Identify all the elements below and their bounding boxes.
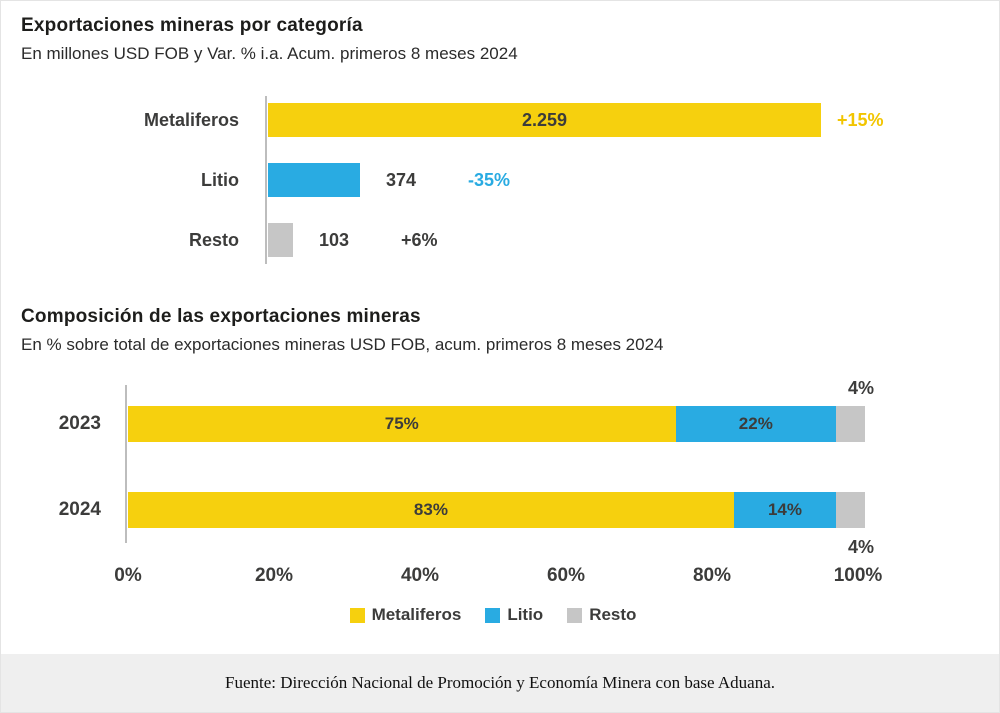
tick-label: 0% — [114, 565, 142, 586]
segment-label: 75% — [384, 414, 419, 433]
segment-label: 83% — [413, 500, 448, 519]
legend-swatch-icon — [349, 607, 365, 623]
segment-label: 22% — [738, 414, 773, 433]
segment-resto — [836, 492, 866, 528]
segment-metaliferos: 75% — [128, 406, 676, 442]
chart2-y-axis-line — [125, 385, 127, 543]
source-text: Fuente: Dirección Nacional de Promoción … — [225, 673, 775, 692]
bar — [268, 103, 821, 137]
category-label: Resto — [188, 229, 239, 250]
legend-item-metaliferos: Metaliferos — [349, 605, 461, 625]
chart1-y-axis-line — [265, 96, 267, 264]
chart1-title: Exportaciones mineras por categoría — [21, 15, 363, 36]
segment-litio: 14% — [733, 492, 837, 528]
content-area: Exportaciones mineras por categoría En m… — [1, 1, 999, 625]
tick-label: 60% — [546, 565, 586, 586]
stacked-bar-row-2024: 2024 83% 14% 4% — [21, 467, 979, 557]
resto-outside-label: 4% — [847, 537, 874, 557]
tick-label: 100% — [833, 565, 883, 586]
category-label: Litio — [201, 169, 239, 190]
bar-row-resto: Resto 103 +6% — [21, 210, 979, 270]
stacked-bar-row-2023: 2023 75% 22% 4% — [21, 378, 979, 467]
segment-metaliferos: 83% — [128, 492, 734, 528]
chart1-subtitle: En millones USD FOB y Var. % i.a. Acum. … — [21, 44, 518, 63]
chart-composicion-section: Composición de las exportaciones mineras… — [21, 306, 979, 625]
tick-label: 80% — [692, 565, 732, 586]
chart1-plot-area: Metaliferos 2.259 +15% Litio 374 -35% — [21, 90, 979, 270]
chart2-x-axis: 0% 20% 40% 60% 80% 100% — [114, 563, 882, 595]
category-label: Metaliferos — [143, 109, 239, 130]
tick-label: 40% — [400, 565, 440, 586]
bar-change-label: -35% — [468, 170, 511, 190]
segment-label: 14% — [767, 500, 802, 519]
bar-change-label: +6% — [401, 230, 438, 250]
legend-item-resto: Resto — [567, 605, 636, 625]
bar-value-label: 374 — [386, 170, 417, 190]
segment-litio: 22% — [675, 406, 837, 442]
bar — [268, 223, 293, 257]
stacked-bar: 75% 22% — [128, 406, 866, 442]
source-footer: Fuente: Dirección Nacional de Promoción … — [1, 654, 999, 712]
legend-item-litio: Litio — [485, 605, 543, 625]
bar-row-metaliferos: Metaliferos 2.259 +15% — [21, 90, 979, 150]
bar-change-label: +15% — [837, 110, 884, 130]
bar — [268, 163, 360, 197]
stacked-bar: 83% 14% — [128, 492, 866, 528]
chart2-subtitle: En % sobre total de exportaciones minera… — [21, 335, 664, 354]
legend-swatch-icon — [485, 607, 501, 623]
segment-resto — [836, 406, 866, 442]
chart2-plot-area: 2023 75% 22% 4% — [21, 378, 979, 557]
chart-exportaciones-section: Exportaciones mineras por categoría En m… — [21, 15, 979, 270]
tick-label: 20% — [254, 565, 294, 586]
legend: Metaliferos Litio Resto — [128, 605, 858, 625]
bar-value-label: 103 — [319, 230, 350, 250]
bar-row-litio: Litio 374 -35% — [21, 150, 979, 210]
legend-swatch-icon — [567, 607, 583, 623]
category-label: 2024 — [58, 499, 101, 520]
bar-value-label: 2.259 — [521, 110, 568, 130]
chart2-title: Composición de las exportaciones mineras — [21, 306, 421, 327]
category-label: 2023 — [58, 413, 101, 434]
resto-outside-label: 4% — [847, 378, 874, 398]
